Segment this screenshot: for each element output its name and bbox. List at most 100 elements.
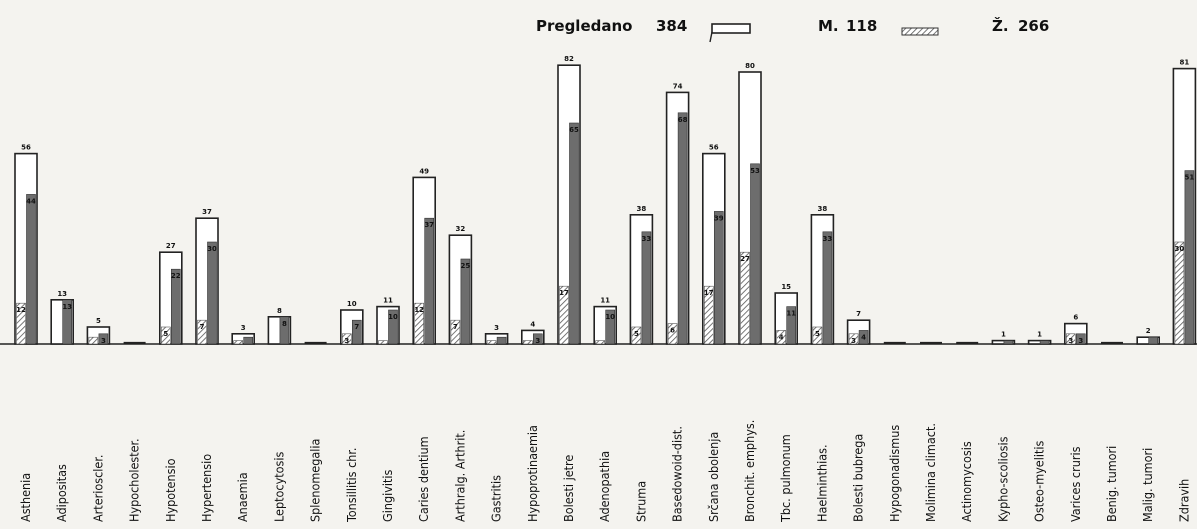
bar-group-5: 37 7 30 [195,208,219,345]
bar-female-value-label: 3 [1078,337,1083,345]
bar-total-value-label: 8 [277,307,282,315]
legend-female-value: 266 [1018,17,1049,35]
bar-group-19: 56 17 39 [701,144,726,345]
bar-female [713,211,724,345]
bar-female-value-label: 11 [786,310,796,318]
bar-male-value-label: 30 [1175,245,1185,253]
category-label: Bolesti bubrega [851,434,866,522]
bar-group-31: 2 [1136,327,1160,345]
bar-male-value-label: 5 [634,330,639,338]
bar-male-value-label: 17 [559,289,569,297]
category-label: Adenopathia [597,451,612,522]
bar-female [822,231,833,345]
bar-total-value-label: 56 [709,144,719,152]
bar-female [677,112,688,345]
bar-female [98,333,109,345]
bar-male [703,285,714,345]
bar-female-value-label: 25 [461,262,471,270]
bar-male [776,330,787,345]
bar-total [1027,339,1052,345]
bar-male-value-label: 7 [200,323,205,331]
bar-female-value-label: 8 [282,320,287,328]
bar-total-value-label: 27 [166,242,176,250]
bar-total-value-label: 6 [1073,314,1078,322]
category-label: Asthenia [18,473,33,522]
bar-male [450,319,461,345]
bar-male-value-label: 27 [740,255,750,263]
category-label: Hypocholester. [127,438,142,522]
bar-group-21: 15 4 11 [774,283,799,345]
bar-group-13: 3 [484,324,509,345]
bar-group-18: 74 6 68 [665,82,690,345]
bar-female [1184,170,1195,345]
category-label: Malig. tumori [1140,448,1155,522]
bar-male-value-label: 3 [1068,337,1073,345]
category-labels: Asthenia Adipositas Arterioscler. Hypochole… [18,420,1191,523]
bar-female [605,309,616,345]
bar-male [1174,241,1185,345]
bar-total-value-label: 32 [456,225,466,233]
bar-male [16,302,26,345]
bar-group-10: 11 10 [376,297,400,345]
bar-male-value-label: 7 [453,323,458,331]
bar-total-value-label: 3 [494,324,499,332]
bar-female [496,336,507,345]
bar-male [667,323,678,345]
bar-male [740,251,750,345]
legend: Pregledano 384 M. 118 Ž. 266 [536,16,1049,43]
category-label: Hypertensio [199,454,214,522]
bar-female-value-label: 37 [424,221,434,229]
category-label: Zdravih [1176,479,1191,522]
legend-total-label: Pregledano [536,17,632,35]
bar-male [559,285,569,345]
bar-total-value-label: 82 [564,55,574,63]
category-label: Benig. tumori [1104,446,1119,522]
category-label: Anaemia [235,472,250,522]
legend-male-value: 118 [846,17,877,35]
bar-group-17: 38 5 33 [629,205,654,345]
bar-female-value-label: 51 [1185,174,1195,182]
bar-group-20: 80 27 53 [738,62,762,345]
bar-female [388,309,398,345]
legend-female-label: Ž. [992,16,1009,35]
bar-female [532,333,543,345]
legend-male-swatch [901,27,939,36]
bar-group-4: 27 5 22 [159,242,183,345]
bar-female [750,163,760,345]
bar-group-28: 1 [1027,331,1052,345]
bar-total [484,332,509,345]
bar-male [522,340,533,345]
bar-total-value-label: 15 [781,283,791,291]
bar-female [279,316,290,345]
bar-female [207,241,217,345]
bar-female-value-label: 44 [26,197,36,205]
bar-total-value-label: 49 [419,167,429,175]
bar-male [233,340,243,345]
bar-female-value-label: 7 [354,323,359,331]
bar-group-29: 6 3 3 [1064,314,1088,345]
bar-male [414,302,425,345]
category-label: Haelminthias. [814,444,829,522]
bar-male [812,326,823,345]
bar-total-value-label: 3 [241,324,246,332]
bar-total [231,332,255,345]
bar-group-23: 7 3 4 [846,310,871,345]
bar-female-value-label: 10 [605,313,615,321]
category-label: Arterioscler. [90,455,105,522]
bar-total [1136,336,1160,345]
bar-female [1076,333,1086,345]
bar-female [786,306,797,345]
bar-total-value-label: 11 [383,297,393,305]
bar-female [351,319,362,345]
bar-female [1039,340,1050,345]
category-label: Hypogonadismus [887,425,902,522]
category-label: Hypoprotinaemia [525,425,540,522]
category-label: Tbc. pulmonum [778,434,793,523]
bar-female-value-label: 13 [62,303,72,311]
bar-group-11: 49 12 37 [412,167,437,345]
bar-male [88,336,99,345]
bar-female [1003,340,1014,345]
category-label: Gastritis [489,475,504,522]
bar-group-6: 3 [231,324,255,345]
